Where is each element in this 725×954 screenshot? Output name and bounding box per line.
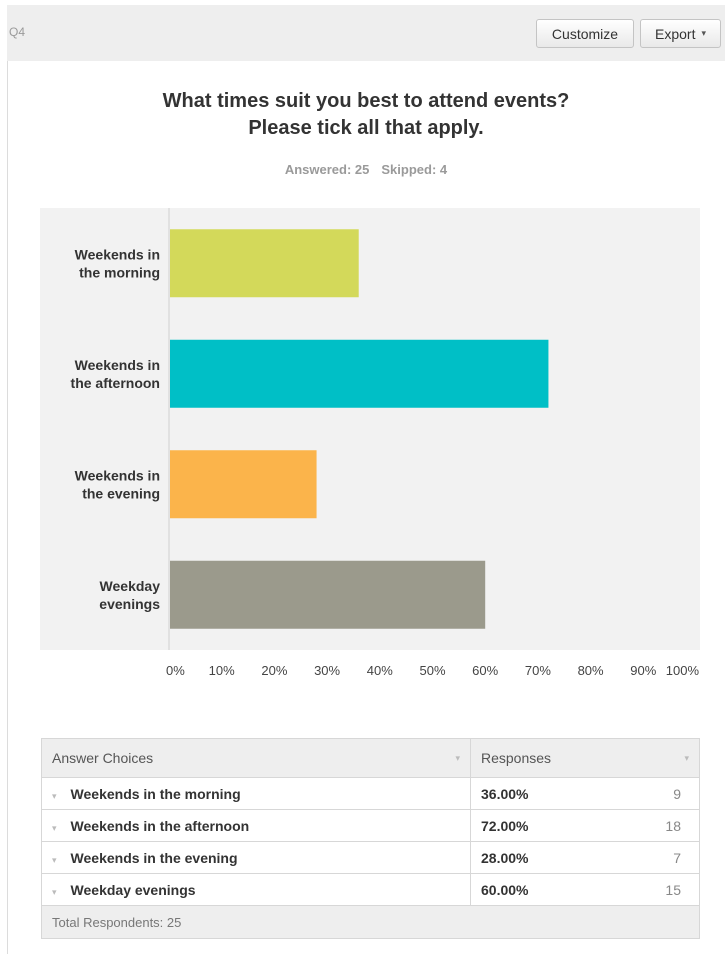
x-tick-label: 40% (367, 663, 393, 678)
question-number: Q4 (9, 25, 26, 39)
answer-choices-header[interactable]: Answer Choices ▾ (41, 738, 471, 778)
table-row: ▾ Weekends in the evening 28.00% 7 (41, 841, 700, 874)
question-title-line1: What times suit you best to attend event… (162, 90, 570, 112)
answer-choice-cell: ▾ Weekday evenings (41, 873, 471, 906)
answer-choices-header-label: Answer Choices (52, 750, 154, 766)
table-row: ▾ Weekends in the afternoon 72.00% 18 (41, 809, 700, 842)
export-label: Export (655, 25, 696, 42)
x-tick-label: 80% (578, 663, 604, 678)
bar-chart: Weekends in the morning Weekends in the aft… (40, 208, 700, 678)
response-percent: 36.00% (470, 777, 611, 810)
response-stats: Answered: 25 Skipped: 4 (7, 162, 725, 177)
answer-choice-label: Weekends in the afternoon (70, 817, 250, 834)
table-row: ▾ Weekday evenings 60.00% 15 (41, 873, 700, 906)
x-tick-label: 10% (209, 663, 235, 678)
chevron-down-icon: ▾ (701, 28, 706, 38)
skipped-count: Skipped: 4 (381, 162, 448, 177)
category-label-3: Weekends in the evening (75, 467, 160, 501)
expand-row-icon[interactable]: ▾ (52, 854, 57, 865)
responses-header[interactable]: Responses (470, 738, 611, 778)
bar-4 (170, 560, 486, 629)
card-frame (7, 5, 725, 954)
bar-2 (170, 339, 549, 408)
response-percent: 72.00% (470, 809, 611, 842)
response-count: 9 (611, 777, 700, 810)
category-label-1: Weekends in the morning (75, 246, 160, 280)
answer-choice-label: Weekends in the morning (70, 785, 241, 802)
x-tick-label: 100% (666, 663, 700, 678)
x-tick-label: 60% (472, 663, 498, 678)
response-percent: 28.00% (470, 841, 611, 874)
responses-header-label: Responses (481, 750, 552, 766)
answer-choice-label: Weekends in the evening (70, 849, 238, 866)
table-row: ▾ Weekends in the morning 36.00% 9 (41, 777, 700, 810)
response-count: 7 (611, 841, 700, 874)
responses-sort-cell[interactable]: ▾ (611, 738, 700, 778)
answer-choice-cell: ▾ Weekends in the afternoon (41, 809, 471, 842)
export-button[interactable]: Export ▾ (640, 19, 721, 48)
expand-row-icon[interactable]: ▾ (52, 822, 57, 833)
answered-count: Answered: 25 (284, 162, 370, 177)
x-tick-label: 90% (630, 663, 656, 678)
bar-1 (170, 229, 359, 298)
category-label-2: Weekends in the afternoon (71, 357, 160, 391)
total-respondents: Total Respondents: 25 (41, 905, 700, 939)
answer-choice-label: Weekday evenings (70, 881, 196, 898)
category-label-4: Weekday evenings (99, 578, 160, 612)
x-tick-label: 70% (525, 663, 551, 678)
responses-table: Answer Choices ▾ Responses ▾ ▾ Weekends i… (41, 738, 700, 939)
customize-button[interactable]: Customize (536, 19, 634, 48)
answer-choice-cell: ▾ Weekends in the evening (41, 841, 471, 874)
x-tick-label: 20% (261, 663, 287, 678)
answer-choice-cell: ▾ Weekends in the morning (41, 777, 471, 810)
x-tick-label: 0% (166, 663, 185, 678)
sort-icon: ▾ (455, 753, 460, 763)
sort-icon: ▾ (684, 753, 689, 763)
x-tick-label: 30% (314, 663, 340, 678)
x-tick-label: 50% (419, 663, 445, 678)
response-count: 18 (611, 809, 700, 842)
question-title-line2: Please tick all that apply. (248, 117, 484, 139)
response-percent: 60.00% (470, 873, 611, 906)
bar-3 (170, 450, 317, 519)
expand-row-icon[interactable]: ▾ (52, 886, 57, 897)
total-row: Total Respondents: 25 (41, 905, 700, 939)
expand-row-icon[interactable]: ▾ (52, 790, 57, 801)
response-count: 15 (611, 873, 700, 906)
